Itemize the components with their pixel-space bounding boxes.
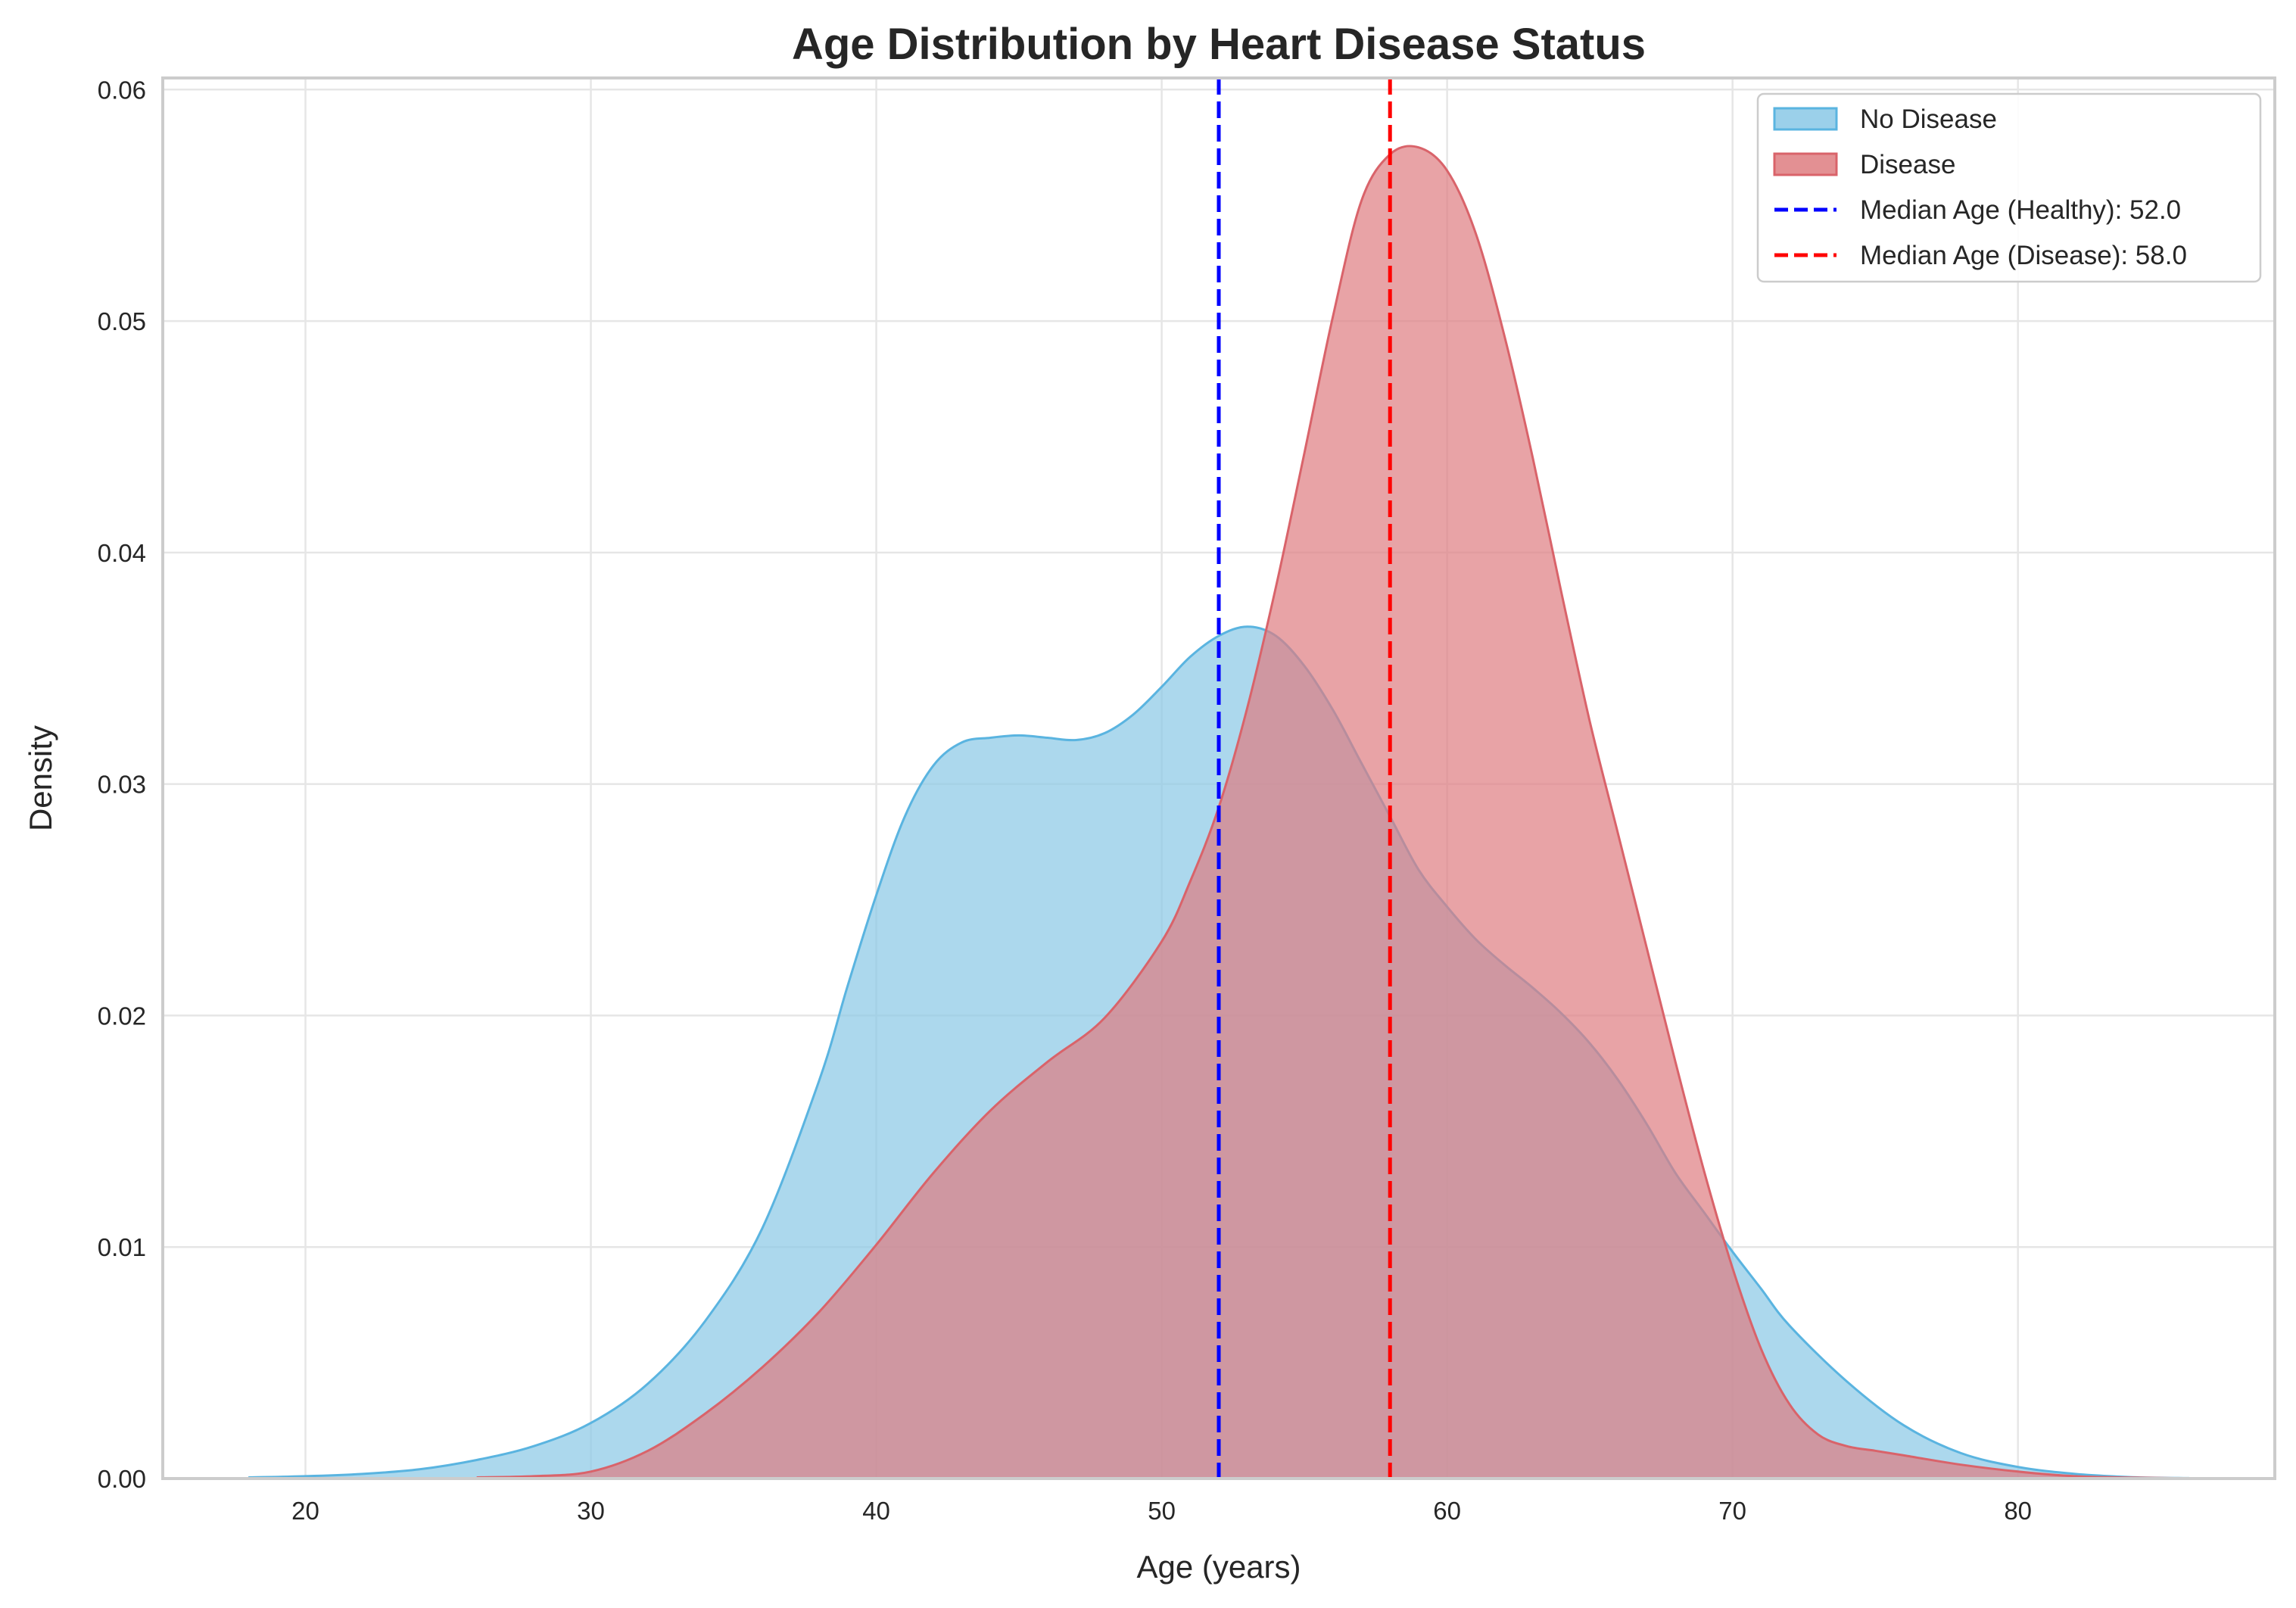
x-tick-label: 70	[1718, 1497, 1746, 1525]
y-tick-label: 0.01	[98, 1233, 146, 1261]
y-tick-label: 0.00	[98, 1465, 146, 1493]
x-tick-label: 80	[2004, 1497, 2032, 1525]
legend: No Disease Disease Median Age (Healthy): 5…	[1756, 92, 2262, 283]
legend-label: Median Age (Healthy): 52.0	[1860, 195, 2181, 225]
legend-box	[1756, 92, 2262, 283]
density-area-disease	[476, 145, 2189, 1479]
chart-title: Age Distribution by Heart Disease Status	[792, 20, 1646, 69]
x-axis-label: Age (years)	[1136, 1549, 1301, 1585]
x-tick-label: 60	[1433, 1497, 1461, 1525]
y-axis-label: Density	[23, 725, 58, 831]
legend-swatch	[1773, 152, 1838, 176]
x-axis-ticks: 20 30 40 50 60 70 80	[291, 1497, 2032, 1525]
y-tick-label: 0.04	[98, 539, 146, 567]
x-tick-label: 40	[862, 1497, 890, 1525]
plot-frame	[161, 76, 2276, 1480]
density-line-disease	[476, 145, 2189, 1480]
x-tick-label: 20	[291, 1497, 319, 1525]
x-tick-label: 30	[577, 1497, 605, 1525]
y-tick-label: 0.05	[98, 307, 146, 335]
legend-swatch	[1773, 107, 1838, 131]
legend-label: No Disease	[1860, 104, 1997, 134]
density-line-no-disease	[248, 625, 2189, 1479]
y-tick-label: 0.06	[98, 76, 146, 104]
x-tick-label: 50	[1148, 1497, 1176, 1525]
legend-label: Disease	[1860, 150, 1955, 179]
y-tick-label: 0.03	[98, 771, 146, 799]
y-axis-ticks: 0.00 0.01 0.02 0.03 0.04 0.05 0.06	[98, 76, 146, 1493]
y-tick-label: 0.02	[98, 1002, 146, 1030]
legend-label: Median Age (Disease): 58.0	[1860, 241, 2187, 270]
